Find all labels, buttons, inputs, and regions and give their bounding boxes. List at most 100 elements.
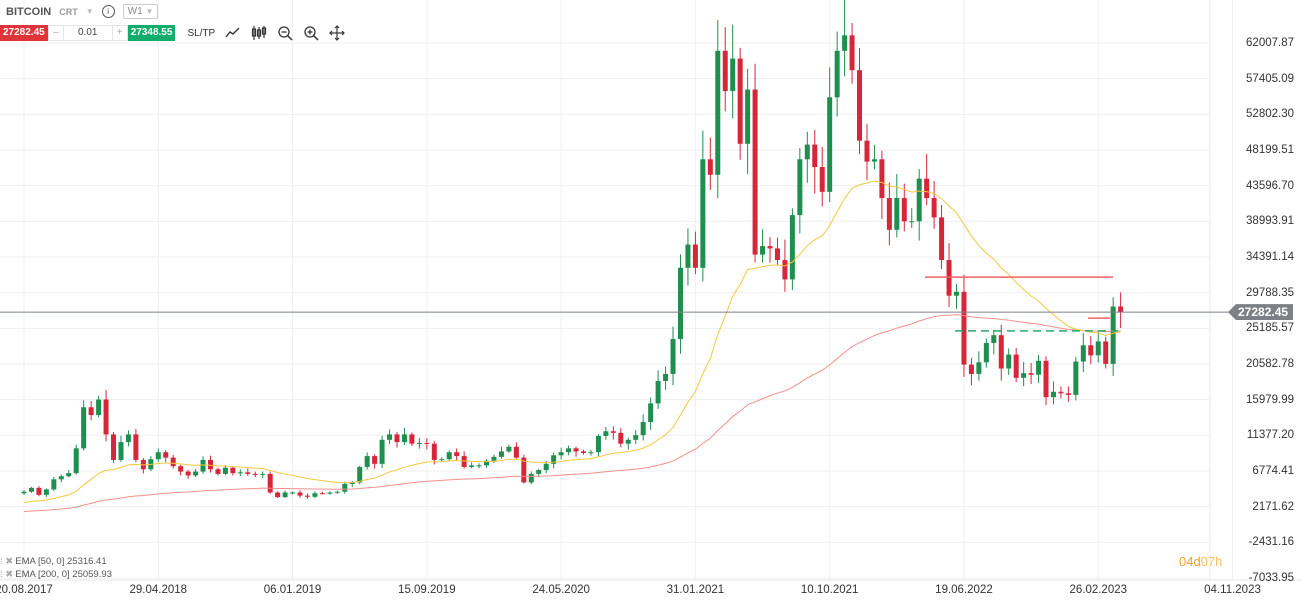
- candle-down: [267, 473, 273, 493]
- candle-down: [610, 431, 616, 433]
- candle-down: [886, 198, 892, 230]
- candle-up: [588, 452, 594, 454]
- zoom-out-icon[interactable]: [277, 25, 293, 41]
- candle-up: [491, 456, 497, 461]
- symbol-name: BITCOIN: [6, 5, 52, 18]
- candle-up: [916, 178, 922, 222]
- candle-down: [103, 399, 109, 435]
- indicator-legend: ⁞ ✖ EMA [50, 0] 25316.41 ⁞ ✖ EMA [200, 0] …: [0, 555, 112, 581]
- candle-down: [774, 248, 780, 261]
- candle-up: [66, 473, 72, 477]
- candle-up: [349, 482, 355, 484]
- y-tick-label: 57405.09: [1246, 72, 1294, 85]
- y-tick-label: 29788.35: [1246, 286, 1294, 299]
- sltp-button[interactable]: SL/TP: [187, 27, 216, 39]
- candle-down: [767, 246, 773, 249]
- instrument-type: CRT: [59, 6, 78, 17]
- candle-up: [677, 267, 683, 340]
- indicator-ema200[interactable]: ⁞ ✖ EMA [200, 0] 25059.93: [0, 568, 112, 581]
- remove-indicator-icon[interactable]: ⁞ ✖: [0, 556, 14, 567]
- candle-up: [237, 472, 243, 474]
- candle-down: [879, 159, 885, 199]
- candle-up: [603, 431, 609, 436]
- candle-up: [342, 483, 348, 492]
- candle-up: [125, 434, 131, 443]
- candle-up: [1050, 391, 1056, 398]
- candle-down: [1103, 341, 1109, 364]
- line-chart-icon[interactable]: [225, 25, 241, 41]
- candle-up: [312, 493, 318, 497]
- y-tick-label: 6774.41: [1252, 465, 1294, 477]
- candle-up: [73, 448, 79, 474]
- remove-indicator-icon[interactable]: ⁞ ✖: [0, 569, 14, 580]
- candle-up: [58, 476, 64, 480]
- candle-up: [364, 456, 370, 467]
- quantity-input[interactable]: 0.01: [63, 25, 112, 41]
- candle-up: [1006, 354, 1012, 369]
- candle-down: [304, 495, 310, 497]
- candle-down: [1088, 345, 1094, 356]
- candle-down: [939, 217, 945, 261]
- candle-up: [991, 335, 997, 343]
- candle-down: [864, 140, 870, 162]
- countdown-hours: 07h: [1200, 554, 1223, 569]
- sell-button[interactable]: 27282.45: [0, 25, 48, 41]
- candlestick-icon[interactable]: [251, 25, 267, 41]
- info-icon[interactable]: i: [101, 5, 115, 18]
- candle-down: [618, 432, 624, 444]
- indicator-label: EMA [50, 0] 25316.41: [15, 556, 107, 567]
- symbol-header: BITCOIN CRT ▼ i W1 ▼: [6, 4, 159, 19]
- move-icon[interactable]: [329, 25, 346, 41]
- candle-up: [1110, 306, 1116, 364]
- candle-up: [506, 446, 512, 452]
- candle-up: [976, 362, 982, 374]
- candle-up: [51, 479, 57, 490]
- candle-up: [387, 434, 393, 440]
- candle-up: [334, 491, 340, 493]
- y-tick-label: -7033.95: [1248, 572, 1294, 584]
- timeframe-select[interactable]: W1 ▼: [122, 4, 159, 19]
- decrease-quantity-button[interactable]: –: [47, 25, 64, 41]
- x-tick-label: 24.05.2020: [532, 584, 590, 596]
- y-tick-label: 11377.20: [1246, 429, 1294, 442]
- candle-up: [357, 466, 363, 483]
- current-price-label: 27282.45: [1228, 304, 1294, 321]
- x-tick-label: 31.01.2021: [666, 584, 725, 596]
- y-tick-label: 25185.57: [1246, 322, 1294, 335]
- candle-up: [954, 291, 959, 296]
- buy-button[interactable]: 27348.55: [127, 25, 176, 41]
- candle-down: [722, 50, 728, 92]
- candle-up: [685, 244, 691, 268]
- candle-down: [372, 456, 378, 464]
- zoom-in-icon[interactable]: [303, 25, 319, 41]
- candle-up: [551, 455, 557, 464]
- candle-down: [1065, 393, 1071, 395]
- candle-up: [379, 439, 385, 464]
- increase-quantity-button[interactable]: +: [111, 25, 128, 41]
- chevron-down-icon[interactable]: ▼: [85, 7, 94, 16]
- candle-up: [842, 35, 848, 51]
- candle-up: [558, 452, 564, 456]
- candle-up: [789, 215, 795, 280]
- candle-down: [581, 451, 586, 453]
- chevron-down-icon: ▼: [145, 7, 154, 16]
- candle-down: [692, 244, 698, 268]
- candle-up: [983, 342, 989, 363]
- candle-up: [193, 471, 199, 476]
- candle-down: [857, 70, 863, 141]
- candle-down: [297, 492, 303, 496]
- candle-down: [111, 434, 117, 460]
- candle-up: [476, 465, 482, 467]
- candle-up: [498, 451, 504, 457]
- candle-up: [804, 144, 810, 160]
- candle-down: [968, 364, 974, 374]
- candle-down: [215, 469, 221, 474]
- y-tick-label: 15979.99: [1246, 393, 1294, 406]
- candle-up: [536, 470, 542, 474]
- indicator-ema50[interactable]: ⁞ ✖ EMA [50, 0] 25316.41: [0, 555, 112, 568]
- candle-down: [133, 434, 139, 460]
- candle-up: [260, 473, 266, 475]
- y-tick-label: 2171.62: [1252, 500, 1294, 513]
- y-tick-label: 52802.30: [1246, 108, 1294, 121]
